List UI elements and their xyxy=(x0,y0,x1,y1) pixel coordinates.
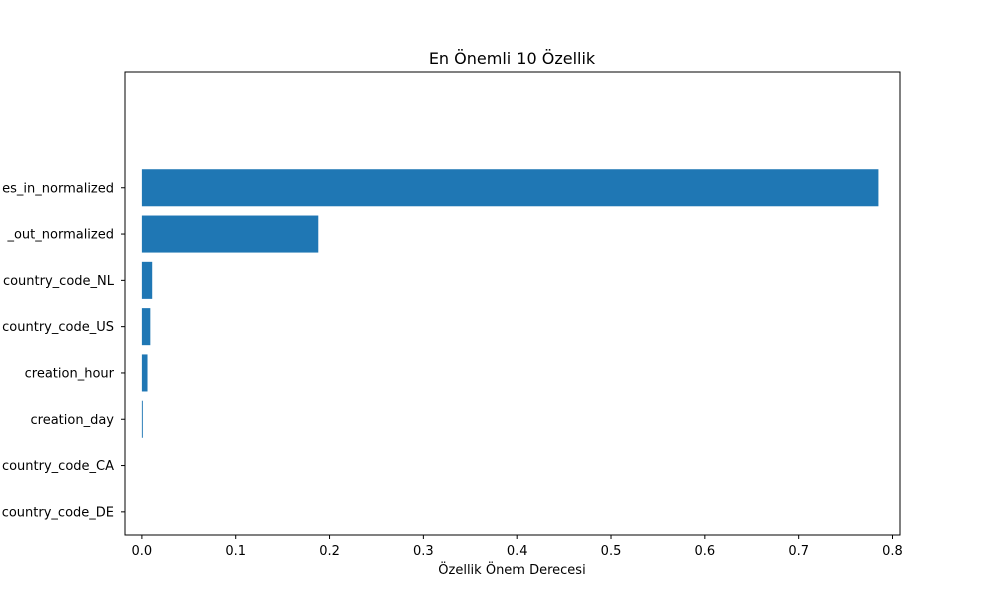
x-tick-label: 0.2 xyxy=(319,544,340,559)
y-tick-label: _out_normalized xyxy=(6,228,114,243)
x-tick-label: 0.7 xyxy=(788,544,809,559)
y-tick-label: country_code_NL xyxy=(3,274,115,289)
x-tick-label: 0.1 xyxy=(225,544,246,559)
bar-country-code-us xyxy=(141,308,151,346)
y-tick-label: country_code_CA xyxy=(2,459,114,474)
plot-frame xyxy=(124,71,901,536)
chart-title: En Önemli 10 Özellik xyxy=(429,49,596,68)
x-tick-label: 0.3 xyxy=(413,544,434,559)
bar-es-in-normalized xyxy=(141,169,879,207)
y-tick-label: country_code_DE xyxy=(2,505,114,520)
x-axis-ticks: 0.0 0.1 0.2 0.3 0.4 0.5 0.6 0.7 0.8 xyxy=(132,535,903,559)
bars-layer xyxy=(141,169,879,438)
y-axis-ticks: es_in_normalized _out_normalized country_c… xyxy=(2,181,125,520)
x-tick-label: 0.0 xyxy=(132,544,153,559)
bar-creation-hour xyxy=(141,354,148,392)
x-tick-label: 0.6 xyxy=(694,544,715,559)
x-tick-label: 0.8 xyxy=(882,544,903,559)
x-tick-label: 0.5 xyxy=(601,544,622,559)
y-tick-label: creation_hour xyxy=(25,366,115,381)
bar-country-code-nl xyxy=(141,261,153,299)
y-tick-label: es_in_normalized xyxy=(2,181,114,196)
bar-out-normalized xyxy=(141,215,319,253)
y-tick-label: creation_day xyxy=(31,413,115,428)
x-axis-label: Özellik Önem Derecesi xyxy=(438,561,585,578)
bar-creation-day xyxy=(141,400,143,438)
x-tick-label: 0.4 xyxy=(507,544,528,559)
y-tick-label: country_code_US xyxy=(2,320,114,335)
